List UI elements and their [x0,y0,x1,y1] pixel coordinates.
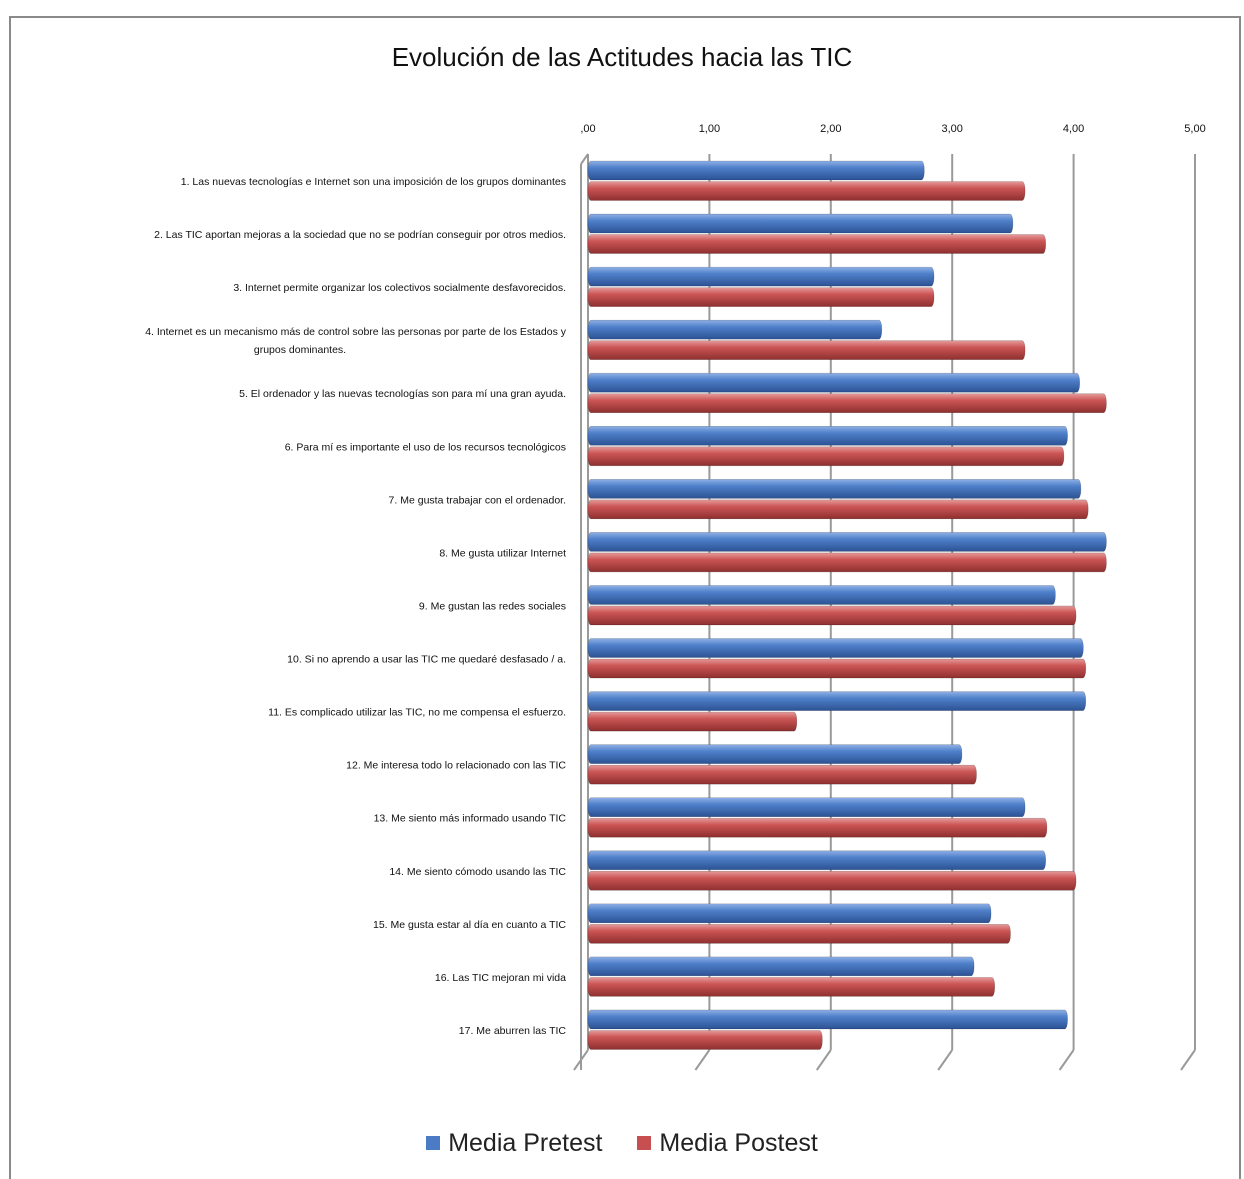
bar-postest [587,552,1107,573]
category-label: 9. Me gustan las redes sociales [419,600,566,612]
bar-postest [587,287,935,307]
category-label: 4. Internet es un mecanismo más de contr… [145,326,567,356]
bar-postest [587,711,798,732]
category-label: 2. Las TIC aportan mejoras a la sociedad… [154,229,566,241]
bar-pretest [587,797,1026,818]
bar-postest [587,924,1011,944]
category-label: 16. Las TIC mejoran mi vida [435,972,566,984]
x-tick-label: 1,00 [699,123,720,135]
legend: Media Pretest Media Postest [0,1128,1244,1158]
x-tick-label: 3,00 [941,123,962,135]
category-label: 1. Las nuevas tecnologías e Internet son… [181,176,566,188]
legend-label-postest: Media Postest [659,1128,818,1157]
bar-pretest [587,691,1087,711]
bar-pretest [587,850,1046,871]
bar-postest [587,234,1046,254]
category-label: 17. Me aburren las TIC [459,1025,567,1037]
bar-postest [587,1030,823,1050]
category-label: 15. Me gusta estar al día en cuanto a TI… [373,919,566,931]
bar-pretest [587,532,1107,552]
bar-postest [587,817,1048,838]
category-label: 3. Internet permite organizar los colect… [233,282,566,294]
category-label: 6. Para mí es importante el uso de los r… [285,441,566,453]
bar-postest [587,340,1026,360]
category-label: 11. Es complicado utilizar las TIC, no m… [268,707,566,719]
value-axis-wall [580,153,589,1070]
bar-pretest [587,1009,1068,1030]
bar-pretest [587,319,883,340]
bar-pretest [587,425,1068,446]
gridline [1180,154,1196,1071]
bar-postest [587,499,1089,520]
legend-item-pretest: Media Pretest [426,1129,602,1158]
legend-swatch-postest [637,1136,652,1150]
category-label: 12. Me interesa todo lo relacionado con … [346,760,566,772]
chart-title: Evolución de las Actitudes hacia las TIC [391,42,853,72]
x-tick-label: ,00 [580,123,595,135]
x-tick-label: 2,00 [820,123,841,135]
bar-postest [587,870,1077,891]
bar-pretest [587,266,935,287]
bar-pretest [587,903,992,924]
category-label: 7. Me gusta trabajar con el ordenador. [389,494,566,506]
legend-swatch-pretest [426,1136,441,1150]
x-tick-label: 4,00 [1063,123,1084,135]
category-label: 13. Me siento más informado usando TIC [374,813,567,825]
bar-postest [587,446,1065,467]
bar-pretest [587,744,963,764]
category-label: 8. Me gusta utilizar Internet [439,547,566,559]
bar-pretest [587,956,975,977]
legend-item-postest: Media Postest [637,1128,818,1158]
bar-pretest [587,160,925,181]
bar-pretest [587,213,1014,234]
x-tick-label: 5,00 [1184,123,1205,135]
bar-postest [587,181,1026,201]
bar-pretest [587,479,1082,499]
category-label: 5. El ordenador y las nuevas tecnologías… [239,388,566,400]
bar-postest [587,605,1077,626]
gridline [1058,154,1075,1071]
category-label: 14. Me siento cómodo usando las TIC [389,866,566,878]
legend-label-pretest: Media Pretest [448,1128,603,1157]
bar-pretest [587,585,1056,605]
bar-pretest [587,372,1080,393]
bar-postest [587,977,995,997]
bar-postest [587,393,1107,414]
bar-pretest [587,638,1084,658]
category-label: 10. Si no aprendo a usar las TIC me qued… [287,654,566,666]
bar-postest [587,658,1087,679]
bar-postest [587,764,977,785]
